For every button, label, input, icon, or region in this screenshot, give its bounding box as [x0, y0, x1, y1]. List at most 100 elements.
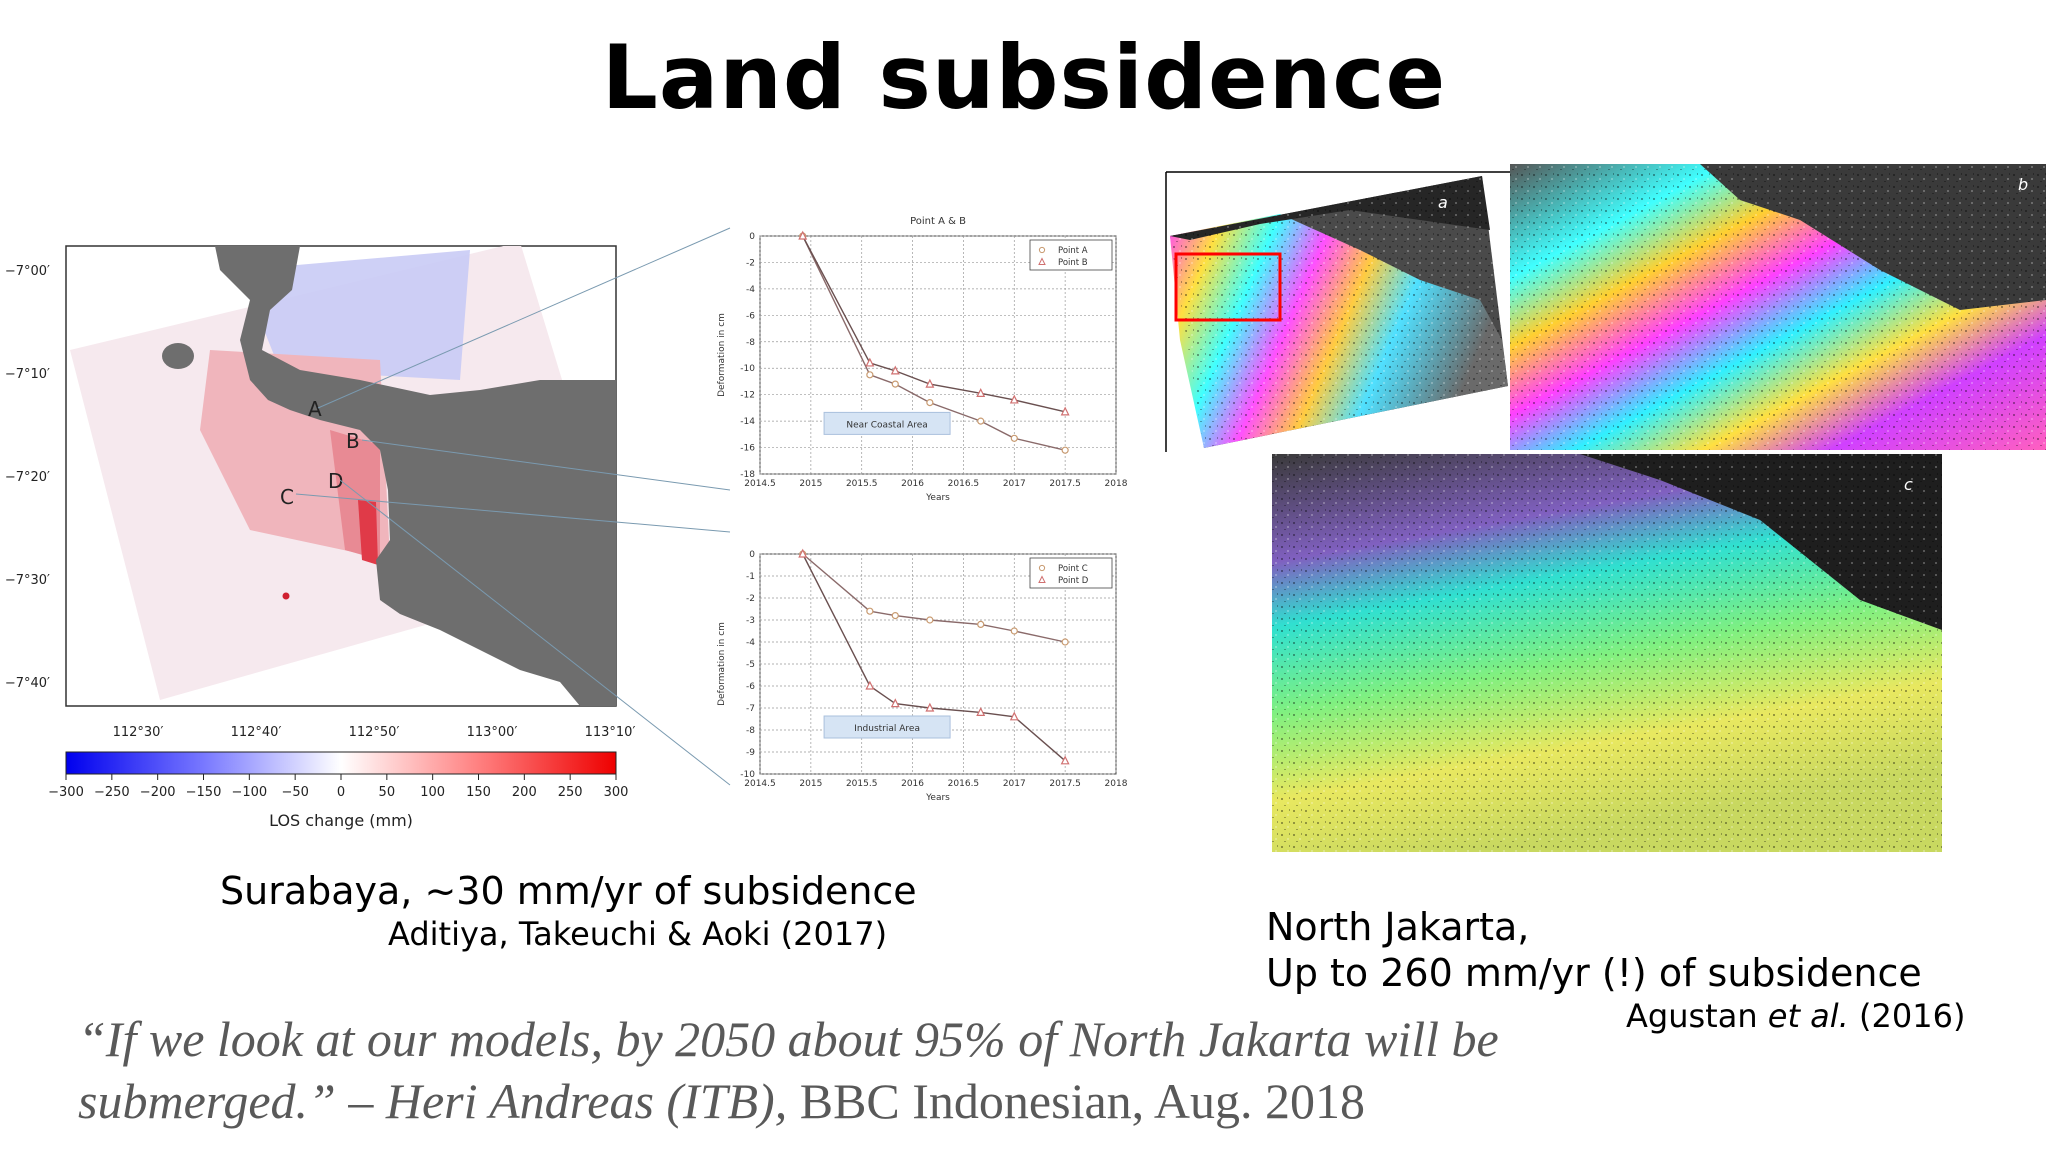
colorbar-tick-label: 300	[604, 785, 629, 800]
lat-label: −7°20′	[5, 470, 50, 485]
y-tick-label: -5	[746, 660, 755, 670]
lat-label: −7°00′	[5, 264, 50, 279]
data-point	[976, 388, 986, 397]
colorbar-tick-label: −50	[281, 785, 308, 800]
legend-marker	[1038, 257, 1046, 265]
x-tick-label: 2014.5	[744, 779, 776, 789]
x-tick-label: 2015.5	[846, 479, 878, 489]
land-mass	[215, 246, 616, 706]
x-tick-label: 2016.5	[948, 779, 980, 789]
colorbar-tick-label: −250	[94, 785, 130, 800]
data-point	[1060, 755, 1070, 765]
lon-label: 113°00′	[467, 725, 518, 740]
data-point	[866, 371, 874, 379]
y-tick-label: -8	[746, 338, 755, 348]
uplift-zone	[240, 250, 470, 380]
jakarta-caption-line2: Up to 260 mm/yr (!) of subsidence	[1266, 951, 1922, 995]
y-tick-label: 0	[749, 550, 755, 560]
y-axis-label: Deformation in cm	[717, 622, 727, 706]
data-point	[1009, 711, 1019, 721]
panel-label-c: c	[1904, 475, 1913, 494]
data-point	[866, 607, 874, 615]
y-tick-label: -4	[746, 285, 755, 295]
data-point	[891, 380, 899, 388]
y-tick-label: -12	[740, 391, 755, 401]
chart-point-c-d: 2014.5 2015 2015.5 2016 2016.5 2017 2017.5 2018…	[717, 548, 1128, 803]
lat-label: −7°30′	[5, 573, 50, 588]
y-axis-label: Deformation in cm	[717, 313, 727, 397]
panel-label-a: a	[1438, 193, 1448, 212]
x-tick-label: 2018	[1105, 779, 1128, 789]
annotation-box	[823, 715, 951, 739]
x-tick-label: 2015	[799, 779, 822, 789]
y-tick-label: -8	[746, 726, 755, 736]
legend-marker	[1038, 246, 1046, 254]
max-subsidence-strip	[358, 500, 378, 565]
legend-entry: Point C	[1058, 564, 1088, 574]
x-axis-label: Years	[925, 793, 950, 803]
quote: “If we look at our models, by 2050 about…	[78, 1008, 1538, 1132]
y-tick-label: -7	[746, 704, 755, 714]
chart-point-a-b: Point A & B 2014.5 2015 2015.5 2016 2016.5 201…	[717, 216, 1128, 503]
surabaya-source: Aditiya, Takeuchi & Aoki (2017)	[388, 915, 888, 953]
lon-label: 112°30′	[113, 725, 164, 740]
lat-label: −7°40′	[5, 676, 50, 691]
data-point	[925, 702, 935, 712]
colorbar-tick-label: −150	[186, 785, 222, 800]
x-tick-label: 2017	[1003, 479, 1026, 489]
data-point	[977, 417, 985, 425]
quote-text: “If we look at our models, by 2050 about…	[78, 1011, 1499, 1129]
x-tick-label: 2015.5	[846, 779, 878, 789]
y-tick-label: -16	[740, 444, 755, 454]
data-point	[1010, 434, 1018, 442]
y-tick-label: -9	[746, 748, 755, 758]
data-point	[1010, 627, 1018, 635]
y-tick-label: 0	[749, 232, 755, 242]
x-tick-label: 2016.5	[948, 479, 980, 489]
x-tick-label: 2015	[799, 479, 822, 489]
legend-entry: Point A	[1058, 246, 1088, 256]
data-point	[1060, 406, 1070, 416]
colorbar-tick-label: 250	[558, 785, 583, 800]
data-point	[1061, 638, 1069, 646]
y-tick-label: -2	[746, 258, 755, 268]
point-label-d: D	[328, 469, 343, 493]
panel-label-b: b	[2018, 175, 2028, 194]
insar-panel-a: a	[1165, 171, 1510, 452]
insar-panels: a b c	[1165, 164, 2046, 852]
colorbar-tick-label: 200	[512, 785, 537, 800]
x-tick-label: 2017.5	[1049, 779, 1081, 789]
jakarta-source-year: (2016)	[1848, 997, 1966, 1035]
data-point	[977, 620, 985, 629]
subsidence-spot	[282, 592, 290, 600]
quote-source: BBC Indonesian, Aug. 2018	[787, 1073, 1366, 1129]
y-tick-label: -18	[740, 470, 755, 480]
colorbar-tick-label: −100	[231, 785, 267, 800]
chart-title: Point A & B	[910, 216, 966, 227]
y-tick-label: -14	[740, 417, 755, 427]
x-tick-label: 2016	[901, 479, 924, 489]
x-tick-label: 2017	[1003, 779, 1026, 789]
legend-entry: Point D	[1058, 576, 1089, 586]
y-tick-label: -10	[740, 770, 755, 780]
x-tick-label: 2017.5	[1049, 479, 1081, 489]
data-point	[798, 548, 808, 558]
y-tick-label: -2	[746, 594, 755, 604]
small-island	[162, 343, 194, 369]
data-point	[926, 399, 934, 407]
colorbar-tick-label: 150	[466, 785, 491, 800]
plot-area	[759, 235, 1117, 475]
point-label-c: C	[280, 485, 294, 509]
data-point	[865, 680, 875, 690]
data-point	[925, 378, 935, 388]
x-tick-label: 2014.5	[744, 479, 776, 489]
data-point	[926, 616, 934, 624]
colorbar-tick-label: −200	[140, 785, 176, 800]
jakarta-source: Agustan et al. (2016)	[1626, 996, 1965, 1036]
jakarta-source-etal: et al.	[1767, 997, 1849, 1035]
lon-label: 112°50′	[349, 725, 400, 740]
insar-panel-b: b	[1510, 164, 2046, 450]
y-tick-label: -10	[740, 364, 755, 374]
data-point	[890, 365, 900, 375]
